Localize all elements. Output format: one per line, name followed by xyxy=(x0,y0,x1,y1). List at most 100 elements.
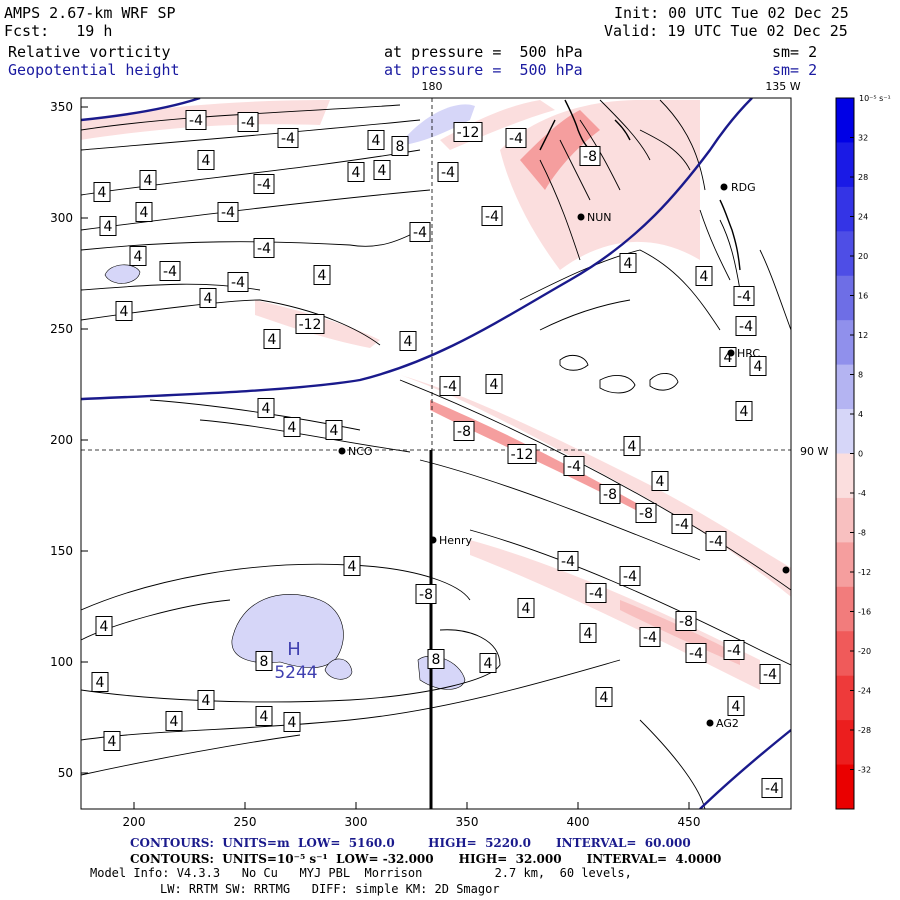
contour-label-text: -4 xyxy=(163,264,177,280)
y-tick-50: 50 xyxy=(58,766,73,780)
contour-label-box xyxy=(253,238,275,258)
contour-label-text: -4 xyxy=(643,630,657,646)
contour-label-box xyxy=(675,611,697,631)
colorbar-swatch xyxy=(836,186,854,232)
vort-neg-band-south-core xyxy=(620,600,740,665)
contour-label-box xyxy=(399,331,417,351)
contour-label-text: -4 xyxy=(241,115,255,131)
x-tick-450: 450 xyxy=(678,815,701,829)
contour-label-box xyxy=(255,651,273,671)
contour-label-text: 4 xyxy=(288,420,297,436)
contour-label-box xyxy=(733,286,755,306)
contour-label-text: 4 xyxy=(98,185,107,201)
height-contours xyxy=(81,98,791,809)
contour-label-text: 4 xyxy=(372,133,381,149)
colorbar-swatch xyxy=(836,453,854,499)
contour-label-box xyxy=(563,456,585,476)
contour-label-text: -8 xyxy=(419,587,433,603)
contour-label-text: 4 xyxy=(144,173,153,189)
colorbar-swatch xyxy=(836,275,854,321)
station-ag2-label: AG2 xyxy=(716,717,739,730)
contour-label-text: 4 xyxy=(624,256,633,272)
contour-label-text: 4 xyxy=(108,734,117,750)
colorbar-swatch xyxy=(836,98,854,143)
field2-level: at pressure = 500 hPa xyxy=(384,61,583,79)
contour-label-box xyxy=(95,616,113,636)
contour-label-box xyxy=(197,150,215,170)
contour-label-box xyxy=(391,136,409,156)
contour-label-box xyxy=(427,649,445,669)
contour-label-text: -4 xyxy=(509,131,523,147)
contour-label-text: -8 xyxy=(679,614,693,630)
vort-neg-band-core xyxy=(430,400,645,515)
contour-label-text: 4 xyxy=(96,675,105,691)
high-marker: H xyxy=(287,639,301,660)
contour-label-text: 4 xyxy=(700,269,709,285)
contour-label-box xyxy=(283,417,301,437)
contour-label-text: -4 xyxy=(413,225,427,241)
contour-label-box xyxy=(313,265,331,285)
station-rdg-label: RDG xyxy=(731,181,756,194)
colorbar-tick-label: 16 xyxy=(858,292,868,301)
contour-label-text: -4 xyxy=(257,177,271,193)
contour-label-box xyxy=(129,246,147,266)
contour-label-text: -4 xyxy=(623,569,637,585)
contour-label-box xyxy=(263,329,281,349)
colorbar-swatch xyxy=(836,231,854,277)
contour-label-text: 4 xyxy=(484,656,493,672)
contour-label-text: -4 xyxy=(231,275,245,291)
contour-label-box xyxy=(517,598,535,618)
colorbar-swatch xyxy=(836,631,854,677)
contour-label-box xyxy=(595,687,613,707)
contour-label-box xyxy=(639,627,661,647)
contour-label-box xyxy=(295,314,325,334)
colorbar-tick-label: 20 xyxy=(858,252,868,261)
contour-label-box xyxy=(481,206,503,226)
colorbar-tick-label: -32 xyxy=(858,766,871,775)
colorbar-tick-label: -12 xyxy=(858,568,871,577)
field1-level: at pressure = 500 hPa xyxy=(384,43,583,61)
contour-label-box xyxy=(93,182,111,202)
colorbar: 10⁻⁵ s⁻¹ 32 28 24 20 16 12 8 4 0 -4 -8 -12 -16 -20 -24… xyxy=(835,94,891,810)
contour-label-text: 4 xyxy=(628,439,637,455)
contour-label-box xyxy=(347,162,365,182)
contour-label-box xyxy=(727,696,745,716)
lon-label-135w: 135 W xyxy=(765,80,800,93)
contour-label-text: 4 xyxy=(262,401,271,417)
contour-label-box xyxy=(735,401,753,421)
colorbar-swatch xyxy=(836,542,854,588)
contour-label-box xyxy=(283,712,301,732)
contour-label-text: 4 xyxy=(202,153,211,169)
colorbar-tick-label: -4 xyxy=(858,489,866,498)
contour-label-box xyxy=(735,316,757,336)
contour-label-text: 4 xyxy=(600,690,609,706)
contour-label-text: 8 xyxy=(396,139,405,155)
contour-label-text: 4 xyxy=(584,626,593,642)
contour-label-box xyxy=(671,514,693,534)
contour-label-text: 4 xyxy=(104,219,113,235)
colorbar-tick-label: 28 xyxy=(858,173,868,182)
contour-label-box xyxy=(453,122,483,142)
colorbar-tick-label: 0 xyxy=(858,450,863,459)
contour-label-text: 4 xyxy=(202,693,211,709)
contour-label-text: -4 xyxy=(189,113,203,129)
vort-neg-northeast xyxy=(500,100,700,270)
contour-label-box xyxy=(103,731,121,751)
contour-label-box xyxy=(237,112,259,132)
contour-label-text: 4 xyxy=(170,714,179,730)
contour-label-text: -4 xyxy=(765,781,779,797)
colorbar-unit: 10⁻⁵ s⁻¹ xyxy=(859,94,891,103)
contour-label-text: 4 xyxy=(740,404,749,420)
x-tick-300: 300 xyxy=(345,815,368,829)
contour-label-box xyxy=(599,484,621,504)
colorbar-swatch xyxy=(836,675,854,721)
valid-time: Valid: 19 UTC Tue 02 Dec 25 xyxy=(604,22,848,40)
y-tick-300: 300 xyxy=(50,211,73,225)
station-henry-label: Henry xyxy=(439,534,473,547)
contour-label-box xyxy=(439,376,461,396)
field2-smoothing: sm= 2 xyxy=(772,61,818,79)
contour-label-box xyxy=(507,444,537,464)
x-tick-400: 400 xyxy=(567,815,590,829)
contour-label-box xyxy=(255,706,273,726)
contour-label-box xyxy=(437,162,459,182)
